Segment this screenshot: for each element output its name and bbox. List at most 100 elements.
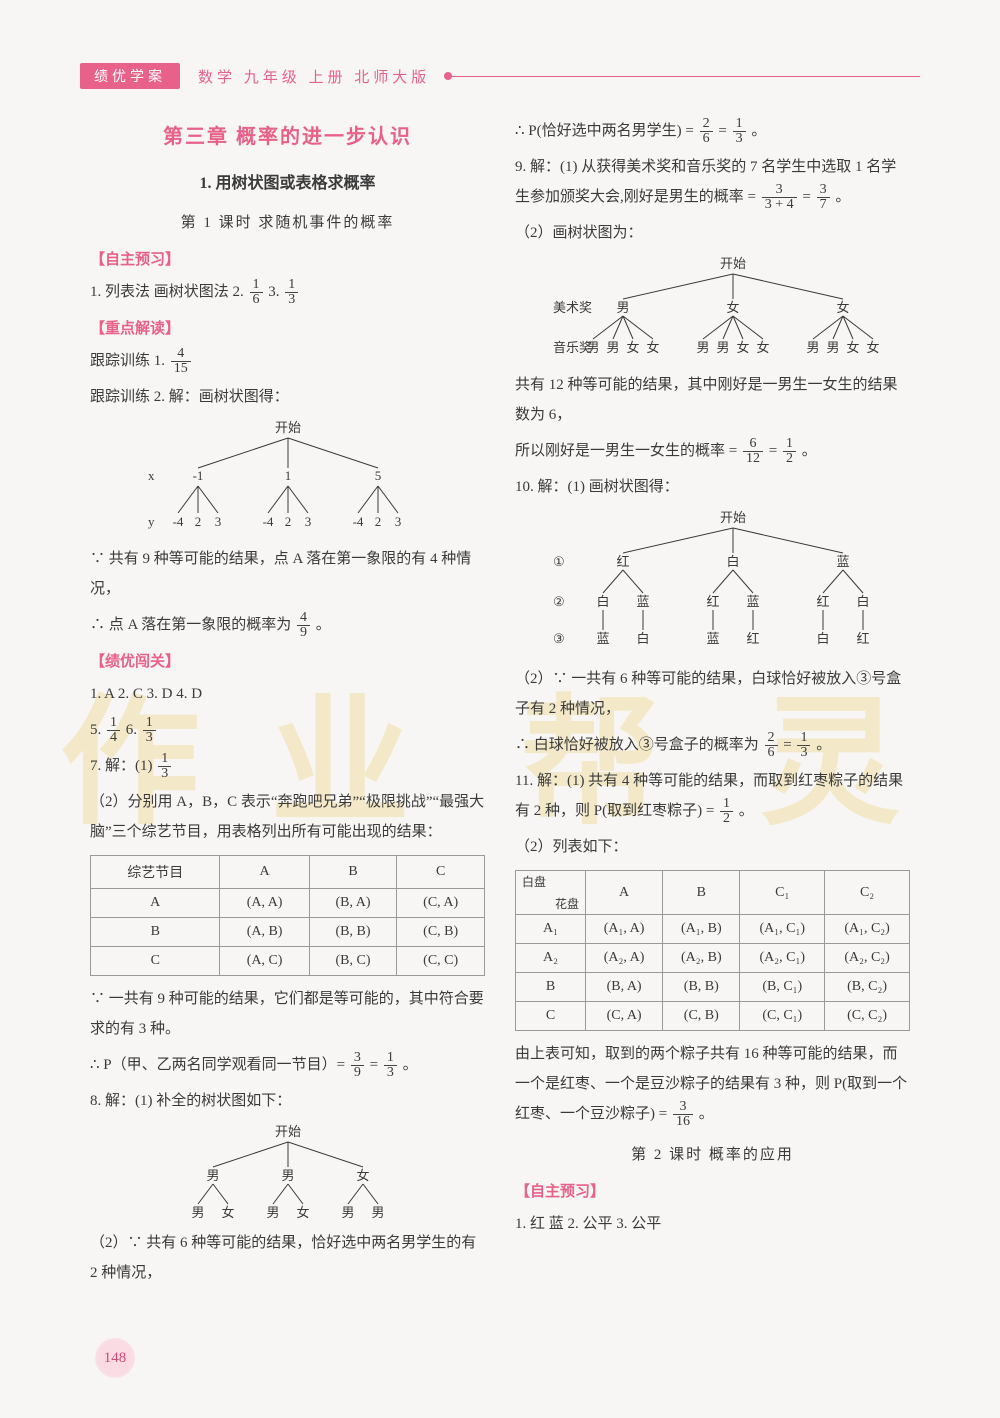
table-cell: (C, C₂) (825, 1002, 910, 1031)
tree-leaf: 3 (304, 514, 311, 529)
answer-line: 5. 14 6. 13 (90, 715, 485, 745)
tree-leaf: 3 (394, 514, 401, 529)
table-header: C (397, 856, 485, 889)
tree-node: 女 (726, 300, 739, 315)
table-row: B(A, B)(B, B)(C, B) (91, 918, 485, 947)
tree-branches (603, 610, 863, 630)
tree-node: 5 (374, 468, 381, 483)
tree-start: 开始 (719, 256, 745, 271)
denominator: 3 + 4 (762, 198, 797, 212)
tree-node: 白 (856, 594, 869, 609)
numerator: 4 (297, 611, 310, 626)
tree-node: -1 (192, 468, 203, 483)
text: 所以刚好是一男生一女生的概率 = (515, 443, 741, 459)
column-right: ∴ P(恰好选中两名男学生) = 26 = 13 。 9. 解：(1) 从获得美… (515, 110, 910, 1294)
tree-circle-label: ② (553, 594, 565, 609)
denominator: 6 (250, 293, 263, 307)
text: 。 (835, 189, 850, 205)
text-line: 所以刚好是一男生一女生的概率 = 612 = 12 。 (515, 436, 910, 466)
table-cell: (B, B) (663, 973, 740, 1002)
tree-node: 男 (616, 300, 629, 315)
answer-line: 7. 解：(1) 13 (90, 751, 485, 781)
answer-line: 1. A 2. C 3. D 4. D (90, 679, 485, 709)
table-cell: (B, C₁) (740, 973, 825, 1002)
fraction: 12 (783, 437, 796, 466)
heading-zizhu-2: 【自主预习】 (515, 1180, 910, 1201)
numerator: 6 (743, 437, 763, 452)
table-cell: (A, A) (220, 889, 309, 918)
tree-leaf: 男 (806, 340, 819, 355)
brand-chip: 绩优学案 (80, 63, 180, 89)
table-cell: A₂ (516, 944, 586, 973)
tree-start: 开始 (719, 510, 745, 525)
text: 。 (816, 737, 831, 753)
text: 。 (403, 1057, 418, 1073)
tree-leaf: 白 (816, 631, 829, 646)
text: 3. (268, 284, 283, 300)
table-cell: (A₂, A) (586, 944, 663, 973)
tree-node: 女 (356, 1168, 369, 1183)
denominator: 3 (797, 746, 810, 760)
text-line: 11. 解：(1) 共有 4 种等可能的结果，而取到红枣粽子的结果有 2 种，则… (515, 766, 910, 826)
text-line: ∴ 点 A 落在第一象限的概率为 49 。 (90, 610, 485, 640)
denominator: 2 (720, 812, 733, 826)
tree-leaf: 红 (856, 631, 869, 646)
text-line: 10. 解：(1) 画树状图得： (515, 472, 910, 502)
numerator: 1 (720, 797, 733, 812)
table-cell: (C, C₁) (740, 1002, 825, 1031)
denominator: 4 (107, 731, 120, 745)
tree-leaf: 2 (284, 514, 291, 529)
numerator: 1 (158, 752, 171, 767)
numerator: 1 (107, 716, 120, 731)
table-row: C(A, C)(B, C)(C, C) (91, 947, 485, 976)
table-header: A (220, 856, 309, 889)
heading-zizhu: 【自主预习】 (90, 248, 485, 269)
tree-leaf: -4 (352, 514, 363, 529)
answer-line: 跟踪训练 2. 解：画树状图得： (90, 382, 485, 412)
tree-leaf: 3 (214, 514, 221, 529)
tree-leaf: 2 (374, 514, 381, 529)
table-cell: (B, C) (309, 947, 397, 976)
section-title: 1. 用树状图或表格求概率 (90, 169, 485, 193)
tree-node: 1 (284, 468, 291, 483)
fraction: 16 (250, 278, 263, 307)
denominator: 2 (783, 452, 796, 466)
table-row: C(C, A)(C, B)(C, C₁)(C, C₂) (516, 1002, 910, 1031)
text-line: （2）列表如下： (515, 832, 910, 862)
table-header-row: 花盘 白盘 A B C₁ C₂ (516, 871, 910, 915)
table-row: B(B, A)(B, B)(B, C₁)(B, C₂) (516, 973, 910, 1002)
tree-node: 男 (281, 1168, 294, 1183)
tree-leaf: 男 (696, 340, 709, 355)
denominator: 15 (171, 362, 191, 376)
tree-diagram-4: 开始 ① 红 白 蓝 ② 白 蓝 红 蓝 红 白 (523, 508, 903, 658)
tree-leaf: 男 (371, 1205, 384, 1220)
numerator: 3 (351, 1051, 364, 1066)
tree-leaf: 蓝 (706, 631, 719, 646)
table-cell: B (516, 973, 586, 1002)
table-cell: C (516, 1002, 586, 1031)
text: 。 (699, 1106, 714, 1122)
table-header: C₂ (825, 871, 910, 915)
text: 5. (90, 722, 105, 738)
table-row: A₁(A₁, A)(A₁, B)(A₁, C₁)(A₁, C₂) (516, 915, 910, 944)
text: = (370, 1057, 382, 1073)
text: ∴ 点 A 落在第一象限的概率为 (90, 617, 295, 633)
tree-node: 男 (206, 1168, 219, 1183)
text: 。 (802, 443, 817, 459)
table-cell: B (91, 918, 220, 947)
denominator: 6 (700, 132, 713, 146)
numerator: 1 (143, 716, 156, 731)
text: 跟踪训练 1. (90, 353, 169, 369)
text-line: 8. 解：(1) 补全的树状图如下： (90, 1086, 485, 1116)
tree-leaf: 红 (746, 631, 759, 646)
numerator: 1 (733, 117, 746, 132)
numerator: 1 (797, 731, 810, 746)
column-left: 第三章 概率的进一步认识 1. 用树状图或表格求概率 第 1 课时 求随机事件的… (90, 110, 485, 1294)
tree-leaf: 男 (266, 1205, 279, 1220)
heading-zhongdian: 【重点解读】 (90, 317, 485, 338)
denominator: 6 (765, 746, 778, 760)
tree-circle-label: ③ (553, 631, 565, 646)
tree-start: 开始 (274, 420, 300, 435)
text: = (718, 123, 730, 139)
numerator: 1 (285, 278, 298, 293)
